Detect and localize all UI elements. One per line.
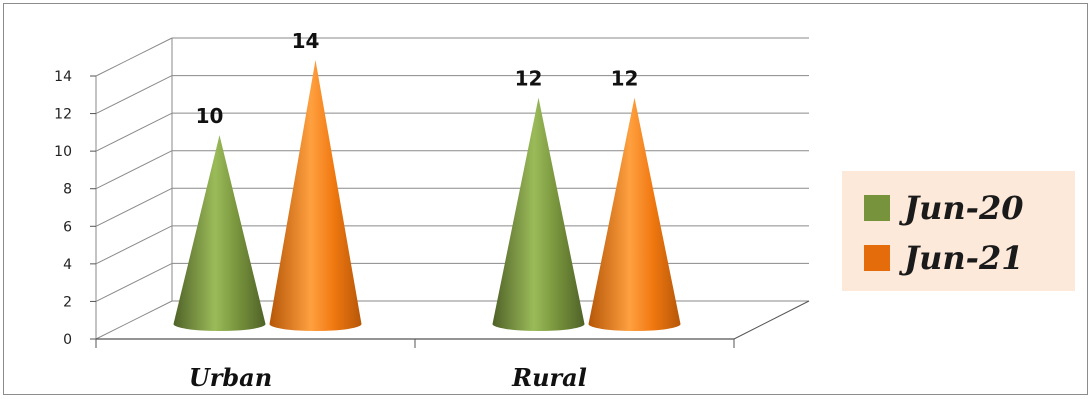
legend: Jun-20 Jun-21	[842, 171, 1075, 291]
grid-diagonal	[95, 300, 173, 340]
cone-body	[269, 60, 362, 331]
cone-jun-21-rural	[588, 97, 681, 332]
legend-swatch	[864, 195, 890, 221]
grid-diagonal	[95, 262, 173, 302]
legend-item: Jun-20	[842, 183, 1075, 233]
cone-jun-21-urban	[269, 60, 362, 331]
cone-jun-20-urban	[173, 135, 266, 331]
legend-label: Jun-20	[904, 189, 1024, 227]
data-label: 14	[292, 29, 320, 53]
legend-label: Jun-21	[904, 239, 1024, 277]
y-tick-label: 8	[63, 182, 72, 198]
grid-diagonal	[95, 112, 173, 152]
grid-diagonal	[95, 187, 173, 227]
cone-jun-20-rural	[492, 97, 585, 332]
legend-swatch	[864, 245, 890, 271]
grid-diagonal	[95, 150, 173, 190]
y-tick-label: 14	[54, 69, 72, 85]
grid-diagonal	[95, 75, 173, 115]
y-tick-label: 6	[63, 219, 72, 235]
category-label: Urban	[189, 363, 272, 392]
cone-chart: 0 2 4 6 8 10 12 14 Urban Rural 10 12 14 12	[54, 29, 810, 392]
legend-item: Jun-21	[842, 233, 1075, 283]
cone-body	[588, 97, 681, 332]
y-tick-label: 12	[54, 107, 72, 123]
grid-diagonal	[95, 225, 173, 265]
data-label: 12	[611, 67, 639, 91]
data-label: 10	[196, 104, 224, 128]
y-tick-label: 0	[63, 332, 72, 348]
y-tick-label: 10	[54, 144, 72, 160]
grid-diagonal	[95, 37, 173, 77]
cone-body	[173, 135, 266, 331]
y-tick-label: 4	[63, 257, 72, 273]
floor-edge	[733, 300, 810, 340]
y-tick-label: 2	[63, 294, 72, 310]
data-label: 12	[515, 67, 543, 91]
category-label: Rural	[511, 363, 587, 392]
cone-body	[492, 97, 585, 332]
chart-frame: 0 2 4 6 8 10 12 14 Urban Rural 10 12 14 12 Jun-20 Jun-…	[3, 3, 1088, 395]
